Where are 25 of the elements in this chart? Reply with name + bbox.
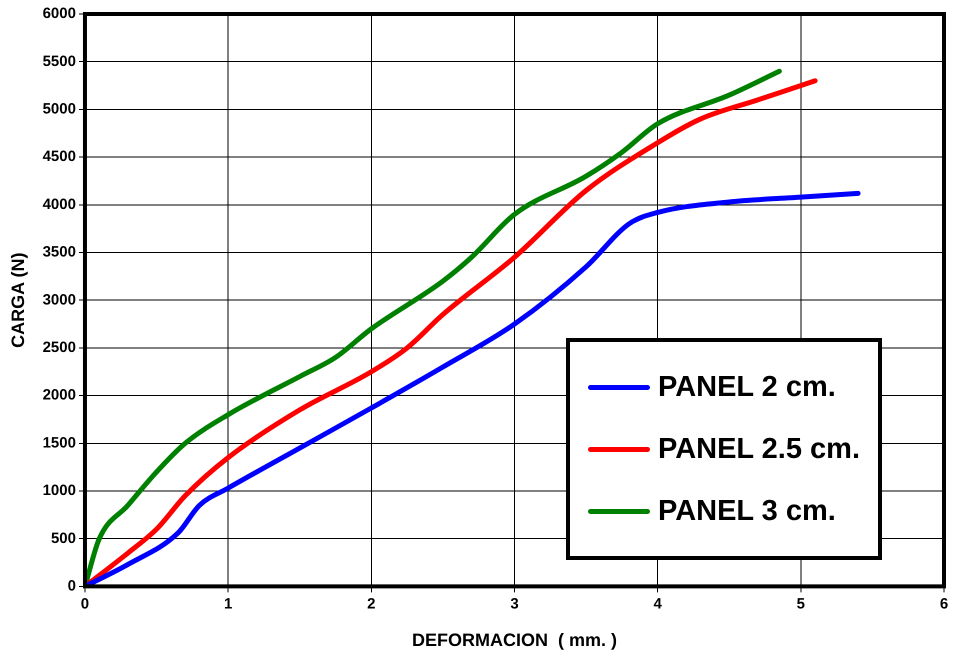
y-tick-label: 5000 (42, 100, 76, 118)
legend-label: PANEL 2.5 cm. (658, 432, 860, 466)
y-tick-label: 6000 (42, 5, 76, 22)
y-tick-label: 500 (50, 530, 76, 547)
x-tick-label: 5 (796, 596, 805, 613)
x-tick-label: 6 (940, 596, 948, 613)
x-axis-title: DEFORMACION ( mm. ) (412, 630, 617, 650)
y-tick-label: 3000 (42, 291, 76, 308)
y-tick-label: 5500 (42, 52, 76, 70)
x-tick-label: 1 (224, 596, 232, 613)
x-tick-label: 2 (367, 596, 376, 613)
x-tick-label: 0 (80, 596, 90, 613)
x-tick-label: 4 (653, 596, 662, 613)
legend-label: PANEL 3 cm. (658, 494, 836, 528)
y-tick-label: 3500 (42, 244, 76, 261)
y-tick-label: 1500 (42, 434, 76, 452)
y-tick-label: 2000 (42, 386, 76, 404)
y-tick-label: 2500 (42, 339, 76, 356)
y-tick-label: 0 (68, 578, 76, 595)
y-tick-label: 4500 (42, 148, 76, 166)
legend-label: PANEL 2 cm. (658, 370, 836, 404)
y-tick-label: 4000 (42, 196, 76, 213)
y-axis-title: CARGA (N) (8, 252, 28, 348)
y-tick-label: 1000 (42, 482, 76, 500)
x-tick-label: 3 (510, 596, 519, 613)
